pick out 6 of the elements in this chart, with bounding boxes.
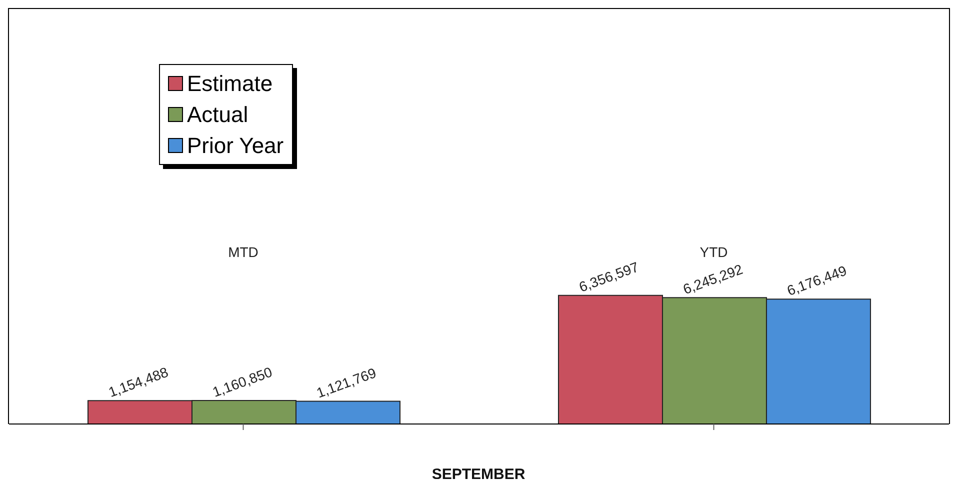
legend-label: Estimate xyxy=(186,70,274,98)
legend-label: Actual xyxy=(186,101,250,129)
legend-label: Prior Year xyxy=(186,132,284,160)
x-axis-title: SEPTEMBER xyxy=(432,466,526,483)
x-tick-label: MTD xyxy=(228,244,258,260)
x-tick-label: YTD xyxy=(700,244,728,260)
